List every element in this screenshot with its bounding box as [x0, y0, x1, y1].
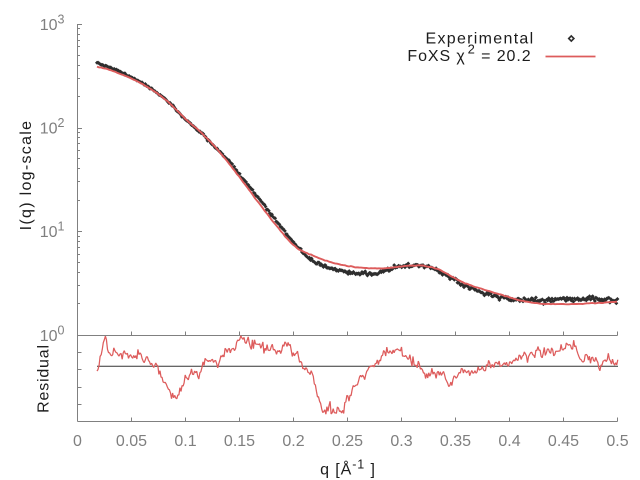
svg-text:0.5: 0.5 [606, 433, 628, 450]
svg-text:0: 0 [73, 433, 82, 450]
svg-text:0.15: 0.15 [224, 433, 255, 450]
svg-text:I(q) log-scale: I(q) log-scale [18, 120, 35, 231]
svg-text:0.3: 0.3 [390, 433, 412, 450]
svg-text:Experimental: Experimental [426, 31, 535, 48]
svg-text:FoXS χ2 = 20.2: FoXS χ2 = 20.2 [407, 41, 531, 65]
svg-text:0.05: 0.05 [116, 433, 147, 450]
svg-text:Residual: Residual [36, 344, 53, 413]
svg-text:0.45: 0.45 [548, 433, 579, 450]
svg-text:0.2: 0.2 [282, 433, 304, 450]
svg-text:0.1: 0.1 [174, 433, 196, 450]
svg-text:0.35: 0.35 [440, 433, 471, 450]
svg-text:0.4: 0.4 [498, 433, 520, 450]
svg-text:0.25: 0.25 [332, 433, 363, 450]
svg-text:q [Å-1 ]: q [Å-1 ] [320, 458, 376, 479]
